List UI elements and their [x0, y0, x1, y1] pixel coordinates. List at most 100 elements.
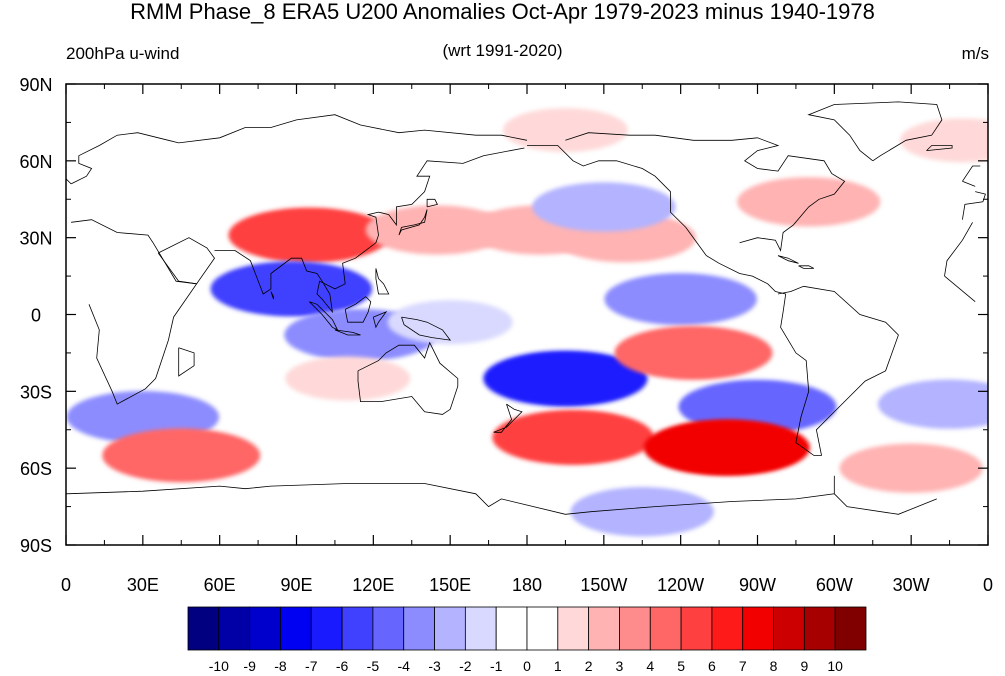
latitude-axis: 90N 60N 30N 0 30S 60S 90S	[19, 75, 988, 556]
anomaly-contour	[643, 419, 810, 476]
coastline	[493, 403, 523, 433]
anomaly-shading	[66, 108, 988, 537]
anomaly-contour	[839, 443, 983, 493]
anomaly-contour	[877, 379, 988, 429]
lon-tick-label: 30W	[893, 575, 930, 595]
colorbar-box	[464, 606, 497, 651]
colorbar-label: 6	[708, 658, 716, 674]
colorbar-label: -8	[274, 658, 287, 674]
anomaly-contour	[210, 261, 373, 317]
coastline	[178, 347, 195, 377]
coastline	[270, 291, 274, 300]
coastline	[66, 475, 937, 515]
colorbar-box	[588, 606, 620, 651]
colorbar-label: 4	[646, 658, 654, 674]
coastline	[344, 296, 372, 323]
coastline	[527, 145, 899, 456]
coastline	[334, 329, 361, 336]
anomaly-contour	[365, 205, 510, 255]
colorbar-box	[619, 606, 651, 651]
lon-tick-label: 60W	[816, 575, 853, 595]
colorbar-box	[434, 606, 466, 651]
colorbar-label: 9	[800, 658, 808, 674]
anomaly-contour	[483, 350, 648, 407]
colorbar-box	[526, 606, 559, 651]
anomaly-contour	[737, 177, 881, 227]
lon-tick-label: 180	[512, 575, 542, 595]
colorbar-box	[403, 606, 435, 651]
colorbar-label: 2	[585, 658, 593, 674]
colorbar-box	[742, 606, 774, 651]
colorbar-label: -9	[243, 658, 256, 674]
anomaly-contour	[570, 487, 714, 537]
colorbar-label: 3	[616, 658, 624, 674]
coastline	[777, 255, 799, 264]
lon-tick-label: 120E	[352, 575, 394, 595]
lon-tick-label: 90W	[739, 575, 776, 595]
colorbar-box	[680, 606, 713, 651]
reference-period-label: (wrt 1991-2020)	[442, 41, 563, 60]
lon-tick-label: 0	[983, 575, 993, 595]
coastline	[807, 101, 943, 162]
lon-tick-label: 30E	[127, 575, 159, 595]
anomaly-contour	[532, 182, 676, 232]
coastline	[426, 198, 438, 208]
colorbar-label: 5	[677, 658, 685, 674]
lon-tick-label: 90E	[280, 575, 312, 595]
colorbar-box	[187, 606, 220, 651]
colorbar-label: 10	[827, 658, 843, 674]
coastline	[375, 268, 390, 295]
colorbar-box	[711, 606, 744, 651]
colorbar-box	[834, 606, 867, 651]
lat-tick-label: 90N	[19, 75, 52, 95]
anomaly-contour	[102, 428, 261, 483]
map-title: RMM Phase_8 ERA5 U200 Anomalies Oct-Apr …	[130, 0, 875, 24]
lat-tick-label: 0	[31, 306, 41, 326]
colorbar-box	[249, 606, 281, 651]
coastline	[398, 209, 428, 236]
coastline	[70, 114, 986, 220]
anomaly-contour	[228, 207, 391, 263]
anomaly-contour	[285, 356, 411, 401]
coastline	[372, 310, 388, 329]
coastline	[66, 165, 981, 187]
lat-tick-label: 60N	[19, 152, 52, 172]
colorbar-box	[773, 606, 805, 651]
lon-tick-label: 60E	[204, 575, 236, 595]
colorbar-label: -7	[305, 658, 318, 674]
colorbar-label: 8	[770, 658, 778, 674]
coastline	[357, 341, 459, 415]
lon-tick-label: 150W	[580, 575, 627, 595]
lon-tick-label: 120W	[657, 575, 704, 595]
longitude-axis: 0 30E 60E 90E 120E 150E 180 150W 120W 90W 60W 30W 0	[61, 84, 993, 595]
colorbar-box	[218, 606, 251, 651]
colorbar-label: -2	[459, 658, 472, 674]
variable-label: 200hPa u-wind	[66, 44, 180, 63]
lat-tick-label: 90S	[20, 536, 52, 556]
anomaly-contour	[95, 280, 166, 309]
coastline	[214, 147, 525, 314]
colorbar-label: 0	[523, 658, 531, 674]
colorbar-label: -6	[336, 658, 349, 674]
anomaly-contour	[614, 326, 773, 380]
coastline	[401, 316, 452, 341]
colorbar-box	[310, 606, 343, 651]
coastline	[565, 132, 846, 252]
colorbar-box	[495, 606, 528, 651]
lat-tick-label: 60S	[20, 459, 52, 479]
anomaly-contour	[899, 118, 988, 163]
colorbar-label: -10	[209, 658, 229, 674]
lat-tick-label: 30S	[20, 382, 52, 402]
anomaly-contour	[604, 273, 757, 326]
coastline	[71, 219, 976, 405]
anomaly-contour	[387, 300, 513, 345]
coastline	[798, 265, 814, 269]
anomaly-contour	[492, 410, 654, 465]
colorbar: -10 -9 -8 -7 -6 -5 -4 -3 -2 -1 0 1 2 3 4 5 6 7 8 9 10	[187, 606, 867, 674]
colorbar-box	[372, 606, 405, 651]
lon-tick-label: 0	[61, 575, 71, 595]
coastlines	[66, 101, 986, 515]
colorbar-label: 7	[739, 658, 747, 674]
colorbar-box	[341, 606, 374, 651]
